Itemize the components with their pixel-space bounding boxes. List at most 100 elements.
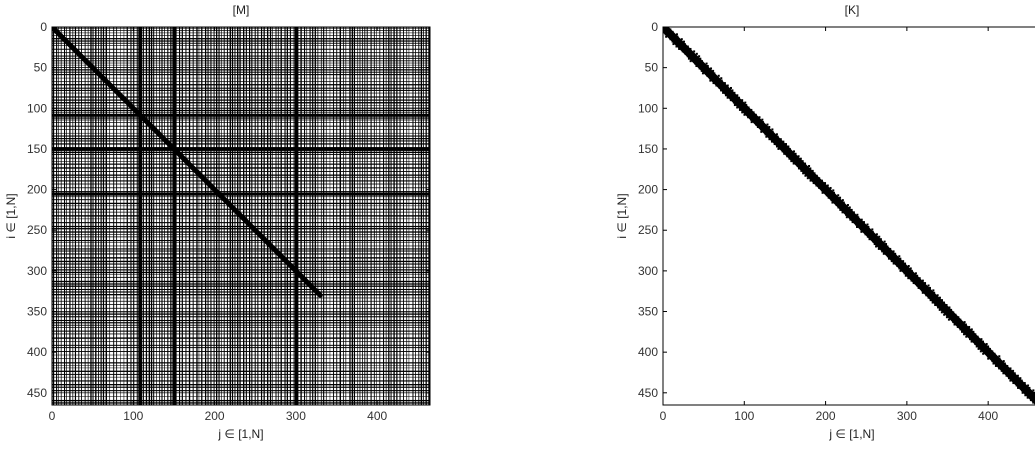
x-tick-label: 100 xyxy=(734,409,754,423)
band-edge xyxy=(878,235,881,238)
y-tick-label: 300 xyxy=(27,264,47,278)
nonzero-col xyxy=(84,27,86,405)
nonzero-col xyxy=(373,27,375,405)
sparsity-marks xyxy=(658,27,1035,405)
nonzero-col xyxy=(81,27,82,405)
nonzero-col xyxy=(339,27,341,405)
y-tick-label: 250 xyxy=(27,223,47,237)
band-edge xyxy=(726,96,729,99)
band-edge xyxy=(916,284,919,287)
band-edge xyxy=(809,179,812,182)
nonzero-col xyxy=(60,27,62,405)
x-tick-label: 400 xyxy=(367,409,387,423)
nonzero-row xyxy=(52,55,430,57)
band-edge xyxy=(998,367,1001,370)
band-edge xyxy=(672,43,675,46)
band-edge xyxy=(821,191,824,194)
band-edge xyxy=(658,28,660,30)
band-edge xyxy=(1026,396,1029,399)
nonzero-row xyxy=(52,27,430,29)
band-edge xyxy=(887,257,890,260)
nonzero-col xyxy=(145,27,148,405)
nonzero-col xyxy=(370,27,372,405)
nonzero-col xyxy=(286,27,289,405)
nonzero-col xyxy=(136,27,138,405)
nonzero-col xyxy=(333,27,335,405)
band-edge xyxy=(964,323,967,326)
nonzero-col xyxy=(408,27,410,405)
nonzero-row xyxy=(52,245,430,247)
band-edge xyxy=(899,269,902,272)
band-edge xyxy=(994,364,997,367)
nonzero-col xyxy=(309,27,311,405)
nonzero-row xyxy=(52,32,430,34)
nonzero-row xyxy=(52,239,430,242)
y-tick-label: 150 xyxy=(638,142,658,156)
band-edge xyxy=(940,311,943,314)
band-edge xyxy=(936,294,939,297)
nonzero-col xyxy=(156,27,158,405)
sparsity-marks xyxy=(52,27,430,405)
band-edge xyxy=(948,306,951,309)
band-edge xyxy=(1017,386,1020,389)
nonzero-col xyxy=(74,27,77,405)
y-tick-label: 400 xyxy=(638,345,658,359)
band-edge xyxy=(898,255,901,258)
nonzero-col xyxy=(170,27,172,405)
nonzero-col xyxy=(210,27,212,405)
nonzero-row xyxy=(52,316,430,318)
nonzero-col xyxy=(320,27,322,405)
nonzero-row xyxy=(52,228,430,230)
band-edge xyxy=(952,321,955,324)
nonzero-row xyxy=(52,392,430,394)
nonzero-row xyxy=(52,196,430,198)
band-edge xyxy=(855,223,858,226)
band-edge xyxy=(985,343,988,346)
nonzero-row xyxy=(52,99,430,101)
band-edge xyxy=(825,194,828,197)
nonzero-row xyxy=(52,183,430,185)
band-edge xyxy=(802,172,805,175)
band-edge xyxy=(764,133,767,136)
nonzero-row xyxy=(52,151,430,154)
band-edge xyxy=(871,230,874,233)
band-edge xyxy=(743,113,746,116)
band-edge xyxy=(963,321,966,324)
nonzero-row xyxy=(52,222,430,224)
band-edge xyxy=(1006,364,1009,367)
band-edge xyxy=(945,316,948,319)
band-edge xyxy=(765,135,768,138)
band-edge xyxy=(761,118,764,121)
band-edge xyxy=(859,228,862,231)
nonzero-row xyxy=(52,307,430,309)
band-edge xyxy=(1032,401,1035,404)
nonzero-row xyxy=(52,386,430,388)
band-edge xyxy=(745,104,748,107)
nonzero-col xyxy=(425,27,427,405)
nonzero-col xyxy=(167,27,169,405)
nonzero-row xyxy=(52,157,430,159)
band-edge xyxy=(689,47,692,50)
nonzero-col xyxy=(314,27,316,405)
band-edge xyxy=(741,111,744,114)
band-edge xyxy=(866,235,869,238)
nonzero-col xyxy=(312,27,314,405)
nonzero-row xyxy=(52,333,430,335)
band-edge xyxy=(729,86,732,89)
x-axis-label: j ∈ [1,N] xyxy=(217,427,263,441)
nonzero-col xyxy=(56,27,58,405)
band-edge xyxy=(914,272,917,275)
band-edge xyxy=(950,308,953,311)
band-edge xyxy=(831,201,834,204)
y-tick-label: 50 xyxy=(645,61,659,75)
band-edge xyxy=(701,72,704,75)
x-tick-label: 300 xyxy=(897,409,917,423)
band-edge xyxy=(701,60,704,63)
band-edge xyxy=(804,162,807,165)
band-edge xyxy=(788,157,791,160)
band-edge xyxy=(793,150,796,153)
band-edge xyxy=(986,355,989,358)
nonzero-col xyxy=(213,27,215,405)
nonzero-col xyxy=(396,27,398,405)
